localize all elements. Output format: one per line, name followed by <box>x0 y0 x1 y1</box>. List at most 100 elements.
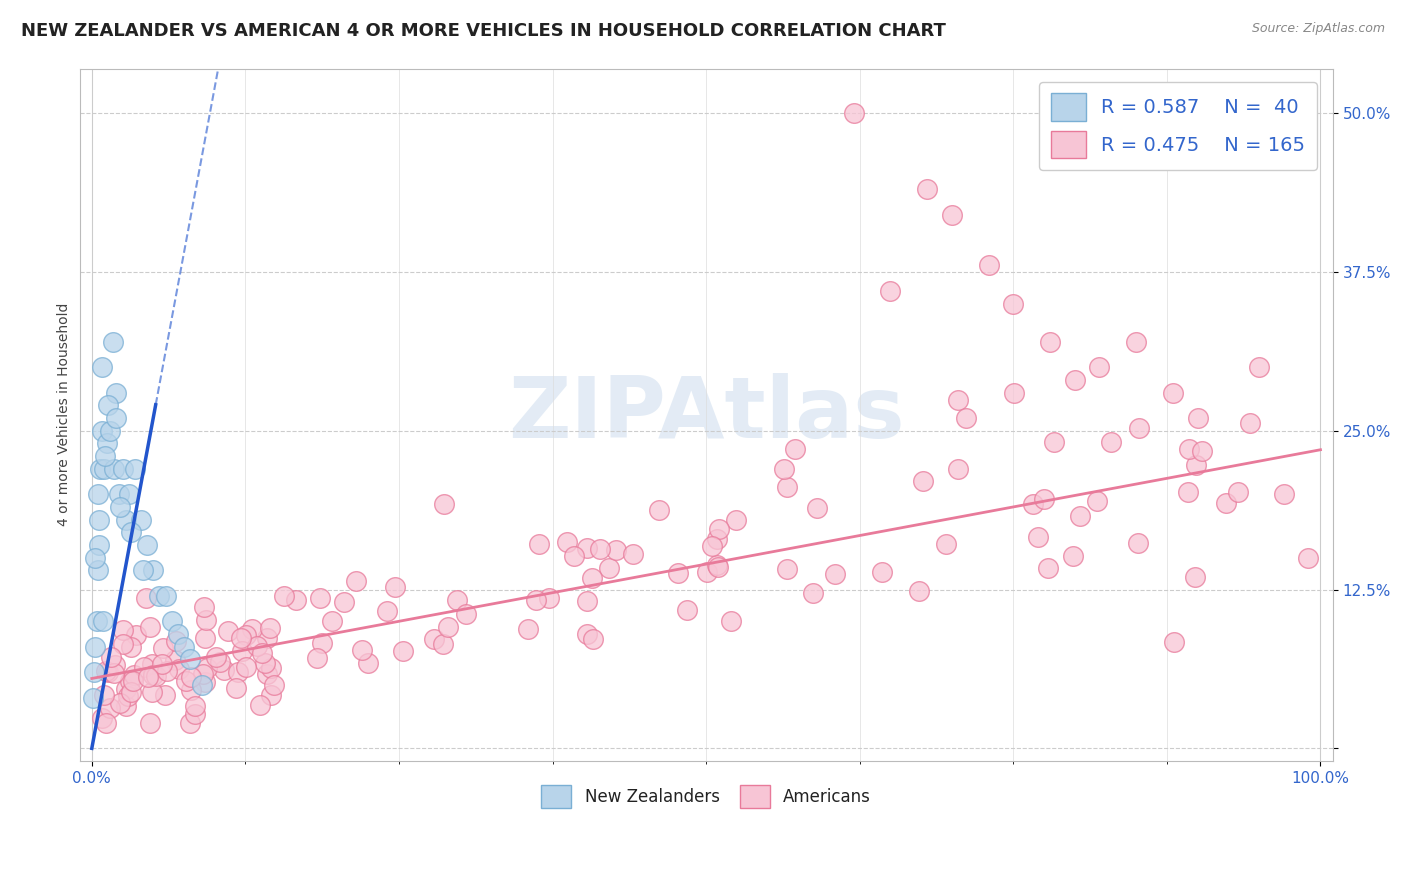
Point <box>423 632 446 646</box>
Point <box>84 550 107 565</box>
Point <box>87 487 110 501</box>
Point <box>97 398 120 412</box>
Point <box>117 689 139 703</box>
Point <box>174 673 197 688</box>
Point <box>225 681 247 695</box>
Point <box>1021 497 1043 511</box>
Point <box>194 675 217 690</box>
Point <box>91 615 114 629</box>
Point <box>83 665 105 680</box>
Point <box>1184 570 1206 584</box>
Point <box>86 615 108 629</box>
Point <box>446 593 468 607</box>
Point <box>191 678 214 692</box>
Point <box>309 591 332 606</box>
Point <box>152 640 174 655</box>
Point <box>179 715 201 730</box>
Point <box>1247 360 1270 375</box>
Point <box>120 685 142 699</box>
Point <box>436 620 458 634</box>
Point <box>260 688 283 702</box>
Point <box>1163 635 1185 649</box>
Point <box>946 462 969 476</box>
Point <box>772 462 794 476</box>
Point <box>1026 530 1049 544</box>
Point <box>776 562 799 576</box>
Point <box>1032 492 1054 507</box>
Point <box>165 634 187 648</box>
Point <box>537 591 560 606</box>
Point <box>229 631 252 645</box>
Point <box>273 589 295 603</box>
Point <box>235 660 257 674</box>
Point <box>90 711 112 725</box>
Point <box>357 656 380 670</box>
Point <box>1177 485 1199 500</box>
Point <box>96 436 118 450</box>
Point <box>212 663 235 677</box>
Point <box>1296 550 1319 565</box>
Point <box>1002 385 1025 400</box>
Point <box>166 627 188 641</box>
Point <box>621 547 644 561</box>
Point <box>259 621 281 635</box>
Point <box>917 182 939 196</box>
Point <box>1085 494 1108 508</box>
Point <box>122 668 145 682</box>
Point <box>139 715 162 730</box>
Point <box>98 700 121 714</box>
Point <box>89 513 111 527</box>
Point <box>256 666 278 681</box>
Point <box>195 661 218 675</box>
Point <box>1125 334 1147 349</box>
Point <box>97 665 120 679</box>
Point <box>208 655 231 669</box>
Point <box>150 657 173 672</box>
Point <box>706 558 728 573</box>
Point <box>576 541 599 555</box>
Point <box>516 623 538 637</box>
Point <box>1128 421 1150 435</box>
Point <box>195 613 218 627</box>
Point <box>598 561 620 575</box>
Point <box>217 624 239 638</box>
Point <box>775 480 797 494</box>
Point <box>112 637 135 651</box>
Point <box>96 665 118 679</box>
Point <box>87 564 110 578</box>
Point <box>350 642 373 657</box>
Point <box>156 664 179 678</box>
Point <box>145 669 167 683</box>
Text: Source: ZipAtlas.com: Source: ZipAtlas.com <box>1251 22 1385 36</box>
Point <box>160 615 183 629</box>
Point <box>98 424 121 438</box>
Text: ZIPAtlas: ZIPAtlas <box>508 373 904 457</box>
Point <box>90 424 112 438</box>
Legend: New Zealanders, Americans: New Zealanders, Americans <box>534 778 877 815</box>
Point <box>193 600 215 615</box>
Point <box>1161 385 1184 400</box>
Point <box>90 360 112 375</box>
Point <box>250 646 273 660</box>
Text: NEW ZEALANDER VS AMERICAN 4 OR MORE VEHICLES IN HOUSEHOLD CORRELATION CHART: NEW ZEALANDER VS AMERICAN 4 OR MORE VEHI… <box>21 22 946 40</box>
Point <box>935 536 957 550</box>
Point <box>377 604 399 618</box>
Point <box>589 541 612 556</box>
Point <box>101 334 124 349</box>
Point <box>1187 411 1209 425</box>
Point <box>311 636 333 650</box>
Point <box>141 657 163 671</box>
Point <box>696 565 718 579</box>
Point <box>105 385 128 400</box>
Point <box>249 698 271 713</box>
Point <box>115 513 138 527</box>
Point <box>526 592 548 607</box>
Point <box>955 410 977 425</box>
Point <box>1038 561 1060 575</box>
Point <box>1178 442 1201 457</box>
Point <box>260 661 283 675</box>
Point <box>870 565 893 579</box>
Point <box>321 614 343 628</box>
Point <box>142 564 165 578</box>
Point <box>93 689 115 703</box>
